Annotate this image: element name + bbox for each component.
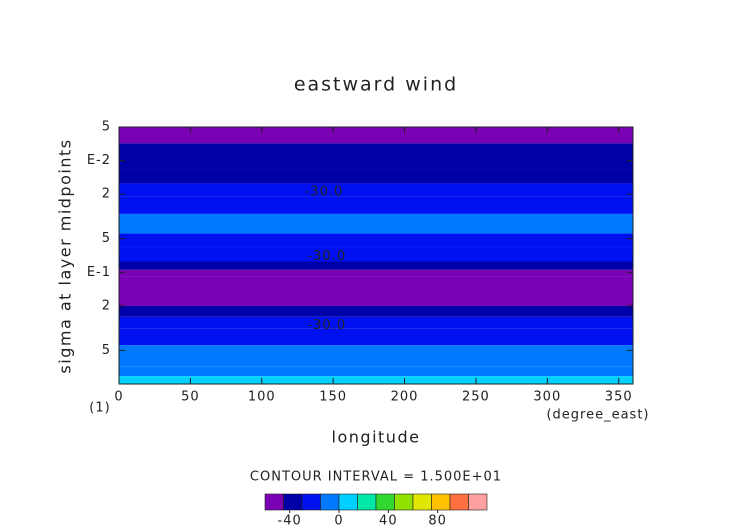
colorbar-box [338, 493, 358, 511]
x-tick-label: 200 [391, 390, 419, 405]
x-tick-label: 150 [319, 390, 347, 405]
contour-interval: CONTOUR INTERVAL = 1.500E+01 [250, 470, 502, 485]
colorbar-box [283, 493, 303, 511]
colorbar-box [431, 493, 451, 511]
x-tick-label: 100 [248, 390, 276, 405]
x-axis-label: longitude [332, 428, 421, 447]
y-tick-label: 5 [102, 231, 111, 246]
x-tick-label: 300 [533, 390, 561, 405]
contour-label: -30.0 [307, 249, 346, 264]
colorbar-box [468, 493, 488, 511]
contour-band [119, 269, 633, 277]
y-tick-label: E-1 [87, 265, 111, 280]
x-tick-label: 0 [114, 390, 123, 405]
colorbar-box [264, 493, 284, 511]
contour-band [119, 305, 633, 317]
chart-title: eastward wind [294, 74, 458, 96]
contour-label: -30.0 [307, 318, 346, 333]
y-tick-label: E-2 [87, 153, 111, 168]
colorbar-tick-label: 80 [428, 514, 447, 529]
corner-label: (1) [89, 401, 110, 416]
contour-band [119, 233, 633, 248]
colorbar-box [412, 493, 432, 511]
contour-band [119, 366, 633, 377]
contour-band [119, 127, 633, 144]
x-tick-label: 50 [181, 390, 200, 405]
contour-band [119, 183, 633, 197]
y-tick-label: 5 [102, 343, 111, 358]
colorbar-tick-label: 40 [379, 514, 398, 529]
x-tick-label: 250 [462, 390, 490, 405]
contour-band [119, 316, 633, 329]
contour-band [119, 328, 633, 346]
contour-band [119, 213, 633, 234]
contour-band [119, 196, 633, 214]
colorbar-box [301, 493, 321, 511]
contour-band [119, 261, 633, 270]
contour-band [119, 376, 633, 384]
colorbar-box [449, 493, 469, 511]
y-tick-label: 2 [102, 187, 111, 202]
colorbar-tick-label: 0 [334, 514, 343, 529]
contour-band [119, 291, 633, 306]
colorbar-box [320, 493, 340, 511]
contour-band [119, 247, 633, 262]
colorbar-box [375, 493, 395, 511]
colorbar-tick-label: -40 [278, 514, 302, 529]
x-tick-label: 350 [605, 390, 633, 405]
contour-label: -30.0 [305, 184, 344, 199]
y-tick-label: 2 [102, 298, 111, 313]
y-axis-label: sigma at layer midpoints [56, 138, 75, 373]
y-tick-label: 5 [102, 120, 111, 135]
colorbar-box [357, 493, 377, 511]
contour-band [119, 345, 633, 367]
contour-band [119, 169, 633, 184]
x-unit: (degree_east) [546, 408, 649, 423]
plot-frame [118, 126, 634, 385]
contour-band [119, 143, 633, 170]
colorbar-box [394, 493, 414, 511]
contour-band [119, 276, 633, 292]
